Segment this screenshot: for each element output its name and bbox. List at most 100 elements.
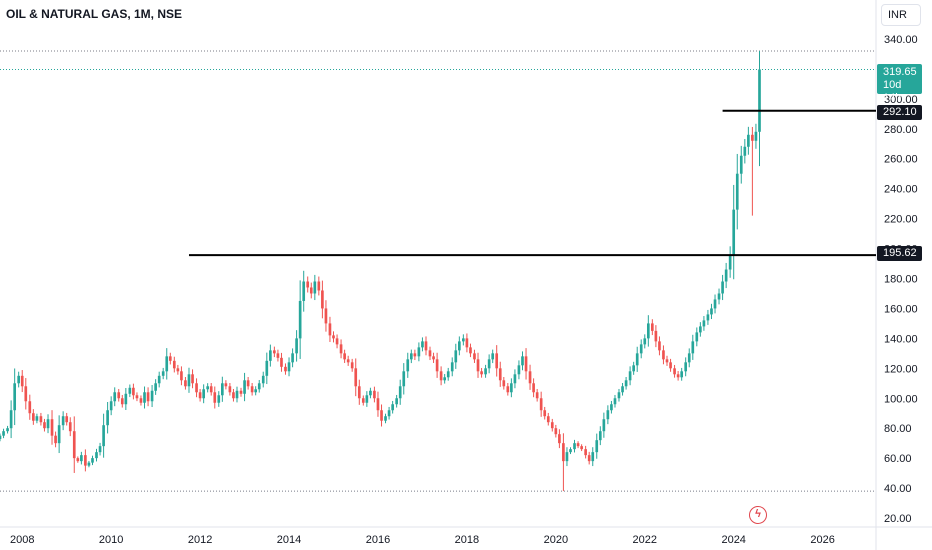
candle-body	[473, 353, 476, 360]
candle-body	[135, 395, 139, 399]
y-tick-label: 80.00	[884, 423, 912, 435]
currency-button[interactable]: INR	[881, 4, 921, 26]
candle-body	[702, 320, 706, 327]
candle-body	[369, 390, 372, 396]
candle-body	[462, 338, 465, 342]
candle-body	[569, 449, 572, 453]
candle-body	[50, 419, 54, 436]
bar-countdown: 10d 14h	[883, 79, 902, 104]
candle-body	[343, 353, 346, 360]
candle-body	[254, 389, 258, 393]
candle-body	[346, 359, 350, 363]
candle-body	[143, 392, 146, 403]
candle-body	[209, 386, 213, 393]
y-tick-label: 220.00	[884, 214, 918, 226]
candle-body	[435, 359, 439, 372]
candle-body	[95, 452, 98, 459]
candle-body	[176, 368, 180, 372]
candle-body	[424, 341, 428, 351]
candle-body	[639, 344, 643, 354]
last-price-value: 319.65	[883, 66, 917, 78]
y-tick-label: 100.00	[884, 393, 918, 405]
candle-body	[24, 386, 28, 402]
last-price-tag: 319.65 10d 14h	[877, 64, 922, 104]
candle-body	[743, 146, 747, 156]
candle-body	[513, 374, 517, 384]
candle-body	[469, 347, 472, 354]
candle-body	[120, 398, 124, 405]
candle-body	[361, 398, 365, 403]
candle-body	[517, 365, 521, 375]
candle-body	[68, 422, 72, 432]
candle-body	[265, 360, 269, 376]
candle-body	[465, 338, 469, 348]
candle-body	[98, 446, 102, 453]
x-tick-label: 2008	[10, 534, 34, 546]
candle-body	[610, 404, 613, 411]
candle-body	[391, 404, 394, 411]
candle-body	[328, 323, 332, 336]
candle-body	[554, 428, 558, 435]
candle-body	[624, 380, 628, 387]
candle-body	[510, 383, 513, 393]
candle-body	[202, 389, 205, 399]
candle-body	[717, 293, 721, 300]
candle-body	[109, 401, 113, 411]
candle-body	[458, 341, 461, 351]
candle-body	[213, 392, 217, 403]
candle-body	[187, 374, 191, 387]
candle-body	[643, 338, 647, 345]
candle-body	[28, 401, 32, 414]
y-tick-label: 140.00	[884, 333, 918, 345]
candle-body	[606, 410, 610, 420]
candle-body	[157, 375, 161, 384]
candle-body	[498, 368, 502, 381]
candle-body	[106, 410, 109, 426]
candle-body	[747, 134, 750, 147]
candle-body	[257, 383, 261, 390]
candle-body	[380, 410, 383, 421]
candle-body	[398, 386, 402, 399]
candle-body	[161, 371, 165, 376]
candle-body	[684, 362, 688, 372]
candle-body	[17, 375, 21, 384]
candle-body	[57, 425, 61, 444]
candle-body	[168, 356, 172, 361]
candle-body	[9, 410, 13, 429]
x-tick-label: 2010	[99, 534, 123, 546]
candle-body	[65, 416, 69, 423]
candle-body	[680, 371, 684, 378]
candle-body	[735, 173, 739, 210]
candle-body	[406, 359, 410, 372]
candle-body	[580, 446, 583, 450]
candle-body	[721, 281, 724, 294]
candle-body	[284, 366, 287, 372]
candle-body	[357, 386, 361, 399]
candle-body	[287, 362, 291, 372]
candle-body	[602, 419, 606, 432]
candle-body	[591, 452, 595, 462]
candle-body	[524, 356, 528, 372]
x-tick-label: 2016	[366, 534, 390, 546]
candle-body	[91, 458, 94, 463]
x-tick-label: 2012	[188, 534, 212, 546]
chart-title: OIL & NATURAL GAS, 1M, NSE	[6, 7, 182, 21]
candle-body	[706, 314, 710, 321]
candle-body	[172, 360, 176, 369]
candle-body	[713, 299, 717, 309]
candle-body	[184, 380, 187, 387]
candle-body	[102, 425, 105, 447]
candle-body	[76, 458, 80, 462]
candle-body	[432, 356, 435, 360]
lightning-icon[interactable]: ϟ	[749, 506, 767, 524]
candles	[0, 50, 761, 492]
candle-body	[613, 398, 617, 405]
candle-body	[191, 374, 194, 384]
candle-body	[409, 353, 413, 360]
candle-body	[80, 455, 83, 462]
x-tick-label: 2024	[721, 534, 745, 546]
candle-body	[20, 375, 24, 387]
candle-body	[317, 281, 321, 291]
